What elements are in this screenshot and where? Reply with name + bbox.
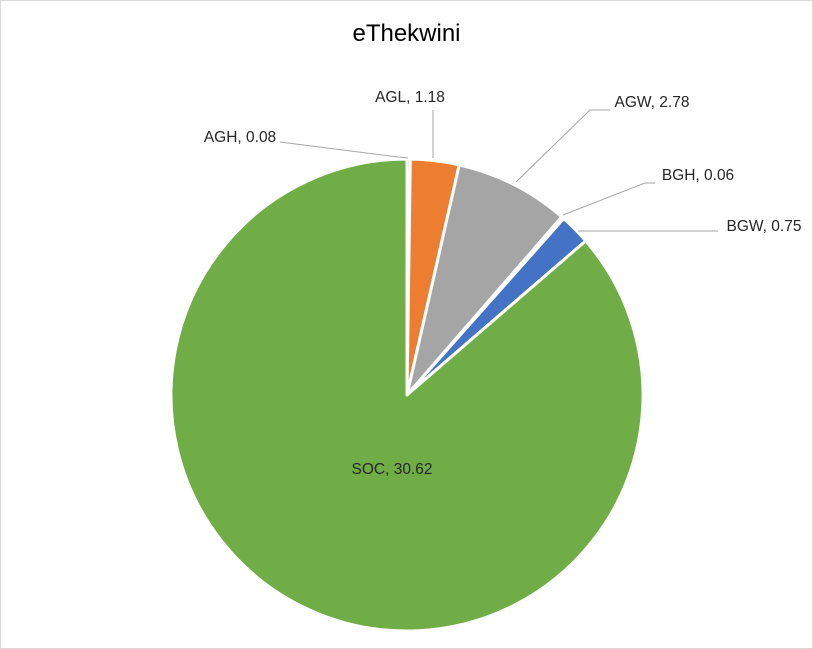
leader-line-bgh [562,182,655,216]
chart-title: eThekwini [352,20,461,47]
data-label-soc: SOC, 30.62 [352,461,433,478]
data-label-bgw: BGW, 0.75 [727,218,802,235]
data-label-agl: AGL, 1.18 [375,89,445,106]
pie-slice-soc [169,157,645,633]
data-label-agw: AGW, 2.78 [615,94,690,111]
pie-slice-agw [405,163,564,397]
data-label-bgh: BGH, 0.06 [662,167,734,184]
leader-line-agw [515,109,610,183]
leader-line-agh [279,141,409,159]
data-label-agh: AGH, 0.08 [204,129,276,146]
